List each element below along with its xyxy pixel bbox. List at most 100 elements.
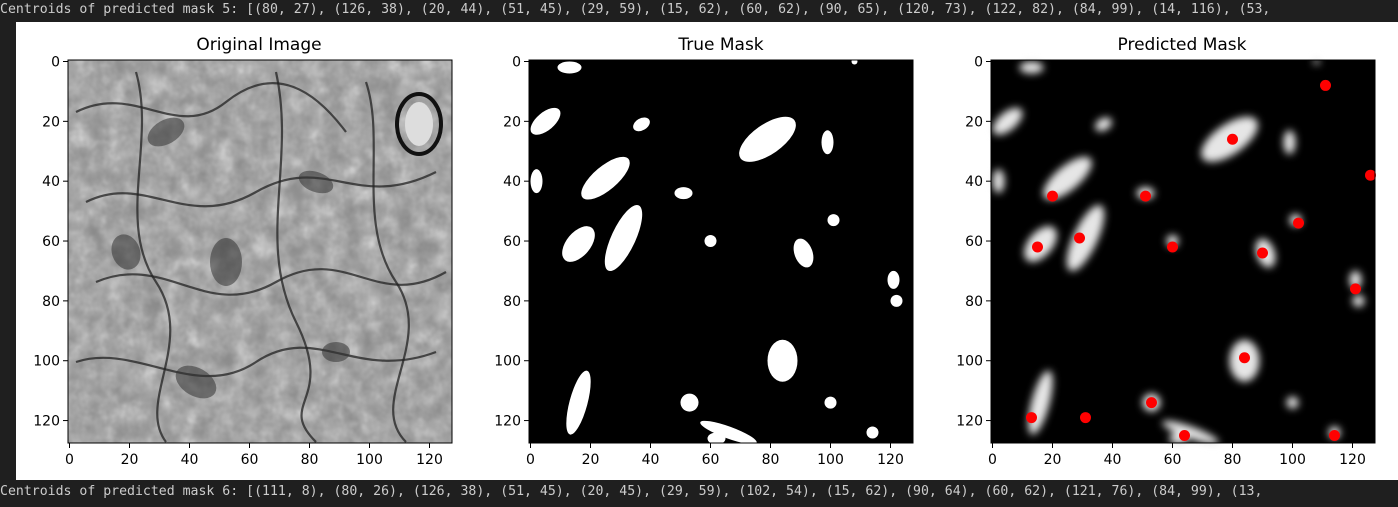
- y-tick-label: 0: [512, 54, 521, 70]
- true-mask-region: [581, 156, 630, 200]
- centroid-point: [1320, 79, 1331, 91]
- centroid-point: [1146, 397, 1157, 409]
- centroid-point: [1350, 283, 1361, 295]
- predicted-mask-region: [1283, 130, 1296, 155]
- predicted-mask-region: [1066, 205, 1105, 272]
- centroid-point: [1074, 232, 1085, 244]
- true-mask-image: [529, 60, 913, 443]
- predicted-mask-region: [1286, 396, 1299, 409]
- y-tick-label: 80: [965, 294, 983, 310]
- centroid-point: [1365, 169, 1376, 181]
- predicted-mask-region: [1043, 156, 1092, 200]
- membrane-curve: [85, 171, 437, 208]
- membrane-curve: [75, 346, 437, 378]
- predicted-mask-image: [991, 60, 1375, 443]
- x-tick-label: 40: [181, 452, 199, 468]
- x-tick-label: 60: [702, 452, 720, 468]
- predicted-mask-region: [1019, 61, 1044, 74]
- figure-canvas: Original Image 0 20 40 60 80 100 120 0 20 40 60 80 1…: [33, 35, 1376, 468]
- membrane-curve: [364, 81, 410, 443]
- centroid-point: [1047, 190, 1058, 202]
- x-tick-label: 80: [1224, 452, 1242, 468]
- predicted-mask-region: [992, 169, 1005, 194]
- true-mask-region: [767, 339, 798, 382]
- mitochondrion: [322, 342, 350, 362]
- mitochondrion: [210, 238, 242, 286]
- centroid-point: [1179, 430, 1190, 442]
- x-tick-label: 0: [526, 452, 535, 468]
- true-mask-region: [530, 107, 561, 135]
- centroid-point: [1293, 217, 1304, 229]
- predicted-mask-ticks: 0 20 40 60 80 100 120 0 20 40 60 80 100 120: [956, 54, 1366, 468]
- x-tick-label: 120: [416, 452, 443, 468]
- original-image-ticks: 0 20 40 60 80 100 120 0 20 40 60 80 100 120: [33, 54, 443, 468]
- predicted-mask-region: [1352, 294, 1365, 307]
- true-mask-region: [530, 169, 543, 194]
- y-tick-label: 20: [965, 114, 983, 130]
- true-mask-region: [890, 294, 903, 307]
- y-tick-label: 120: [33, 414, 60, 430]
- mitochondrion: [147, 117, 185, 147]
- y-tick-label: 40: [42, 174, 60, 190]
- true-mask-region: [604, 205, 643, 272]
- true-mask-region: [866, 426, 879, 439]
- true-mask-region: [562, 226, 595, 262]
- true-mask-region: [739, 116, 796, 162]
- original-image-area: [68, 60, 452, 443]
- panel-title-true-mask: True Mask: [677, 35, 763, 55]
- y-tick-label: 60: [42, 234, 60, 250]
- centroid-point: [1032, 241, 1043, 253]
- x-tick-label: 120: [877, 452, 904, 468]
- predicted-mask-region: [1162, 420, 1219, 445]
- y-tick-label: 20: [42, 114, 60, 130]
- y-tick-label: 80: [42, 294, 60, 310]
- true-mask-region: [674, 187, 693, 200]
- organelle-ring: [395, 92, 443, 156]
- x-tick-label: 100: [356, 452, 383, 468]
- y-tick-label: 40: [503, 174, 521, 190]
- mitochondrion: [298, 170, 334, 194]
- true-mask-regions: [530, 58, 903, 445]
- panel-title-original: Original Image: [196, 35, 321, 55]
- true-mask-region: [557, 61, 582, 74]
- x-tick-label: 20: [582, 452, 600, 468]
- membrane-curve: [75, 82, 347, 133]
- mitochondrion: [111, 234, 141, 270]
- true-mask-region: [887, 270, 900, 289]
- predicted-mask-region: [1313, 58, 1320, 65]
- centroid-point: [1227, 133, 1238, 145]
- predicted-mask-region: [1095, 117, 1112, 132]
- y-tick-label: 40: [965, 174, 983, 190]
- centroid-point: [1167, 241, 1178, 253]
- true-mask-region: [633, 117, 650, 132]
- true-mask-region: [824, 396, 837, 409]
- y-tick-label: 20: [503, 114, 521, 130]
- true-mask-region: [704, 235, 717, 248]
- x-tick-label: 60: [241, 452, 259, 468]
- true-mask-region: [566, 370, 591, 435]
- predicted-centroids: [1026, 79, 1376, 442]
- membrane-curve: [274, 71, 317, 443]
- panel-title-predicted-mask: Predicted Mask: [1118, 35, 1247, 55]
- matplotlib-figure: Original Image 0 20 40 60 80 100 120 0 20 40 60 80 1…: [16, 22, 1398, 480]
- centroid-point: [1080, 412, 1091, 424]
- y-tick-label: 0: [974, 54, 983, 70]
- true-mask-region: [707, 432, 726, 445]
- original-image-membranes: [75, 71, 447, 443]
- y-tick-label: 100: [33, 354, 60, 370]
- y-tick-label: 120: [494, 414, 521, 430]
- output-line-bottom: Centroids of predicted mask 6: [(111, 8)…: [0, 484, 1263, 499]
- x-tick-label: 40: [1104, 452, 1122, 468]
- x-tick-label: 80: [301, 452, 319, 468]
- membrane-curve: [95, 268, 447, 296]
- y-tick-label: 100: [956, 354, 983, 370]
- predicted-mask-region: [992, 107, 1023, 135]
- panel-predicted-mask: Predicted Mask 0 20 40 60 80 100 120 0 20 40 60 80 1…: [956, 35, 1376, 468]
- x-tick-label: 80: [762, 452, 780, 468]
- x-tick-label: 0: [65, 452, 74, 468]
- centroid-point: [1026, 412, 1037, 424]
- x-tick-label: 100: [817, 452, 844, 468]
- predicted-mask-frame: [990, 59, 1376, 444]
- x-tick-label: 40: [642, 452, 660, 468]
- true-mask-region: [851, 58, 858, 65]
